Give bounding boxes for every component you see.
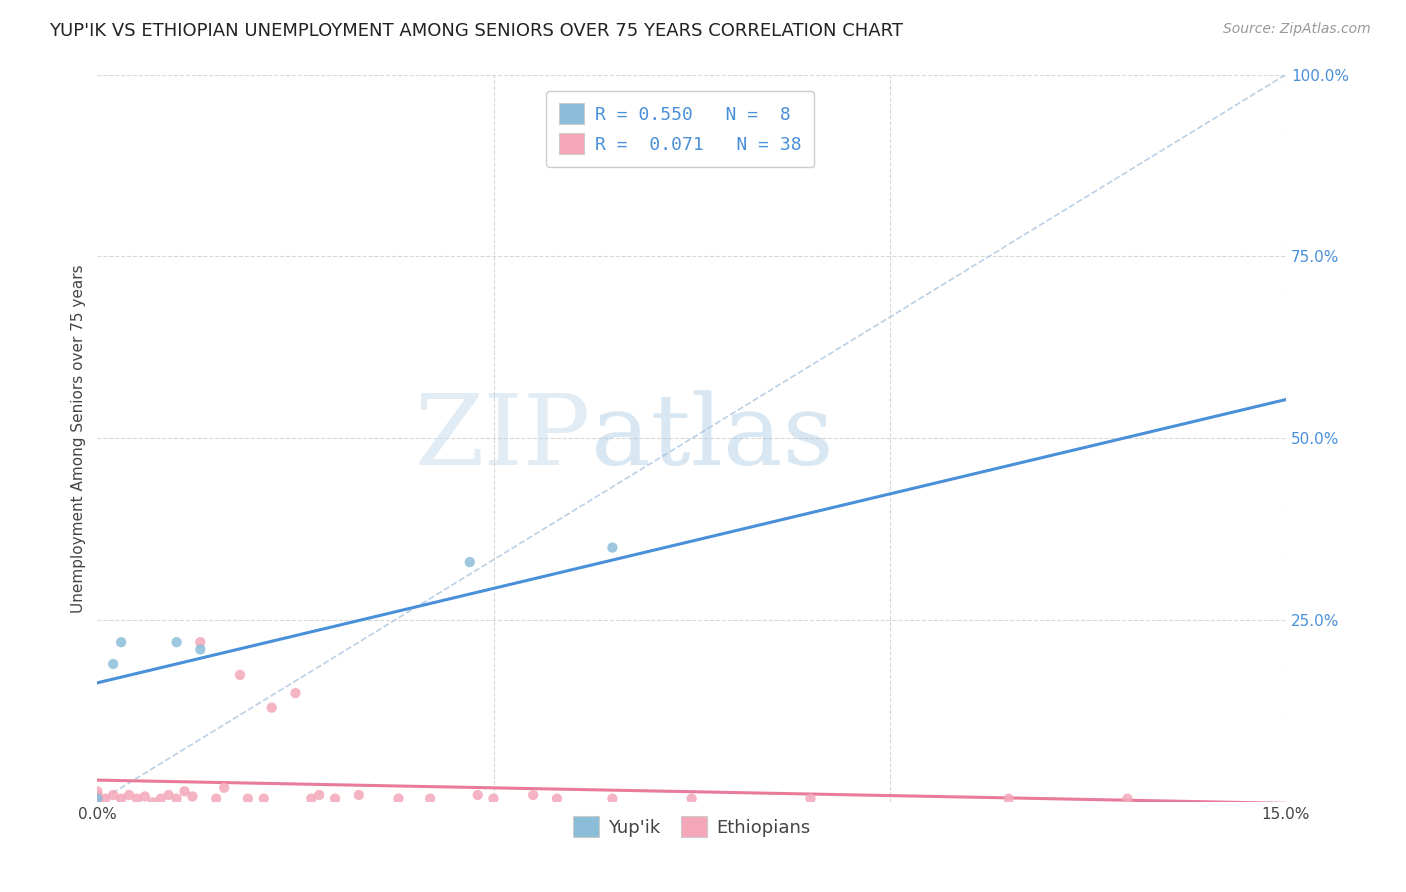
Point (229, 668, 252, 682)
Point (482, 791, 505, 805)
Point (1116, 791, 1139, 805)
Point (157, 788, 180, 802)
Text: Source: ZipAtlas.com: Source: ZipAtlas.com (1223, 22, 1371, 37)
Point (323, 791, 346, 805)
Point (458, 555, 481, 569)
Point (173, 784, 195, 798)
Point (284, 686, 307, 700)
Text: atlas: atlas (591, 391, 834, 486)
Point (236, 791, 259, 805)
Point (467, 788, 489, 802)
Point (253, 791, 276, 805)
Point (602, 791, 624, 805)
Point (125, 791, 148, 805)
Y-axis label: Unemployment Among Seniors over 75 years: Unemployment Among Seniors over 75 years (72, 264, 86, 613)
Point (205, 791, 228, 805)
Text: ZIP: ZIP (415, 391, 591, 486)
Point (103, 788, 125, 802)
Point (190, 635, 212, 649)
Point (149, 791, 172, 805)
Point (86, 791, 108, 805)
Point (110, 791, 132, 805)
Point (299, 791, 322, 805)
Point (86, 788, 108, 802)
Point (110, 635, 132, 649)
Point (387, 791, 409, 805)
Point (602, 541, 624, 555)
Point (546, 791, 568, 805)
Point (522, 788, 544, 802)
Point (308, 788, 330, 802)
Point (997, 791, 1019, 805)
Point (260, 700, 283, 714)
Legend: Yup'ik, Ethiopians: Yup'ik, Ethiopians (567, 809, 817, 844)
Point (94, 791, 117, 805)
Point (166, 791, 188, 805)
Point (419, 791, 441, 805)
Point (86, 784, 108, 798)
Point (681, 791, 703, 805)
Text: YUP'IK VS ETHIOPIAN UNEMPLOYMENT AMONG SENIORS OVER 75 YEARS CORRELATION CHART: YUP'IK VS ETHIOPIAN UNEMPLOYMENT AMONG S… (49, 22, 903, 40)
Point (799, 791, 821, 805)
Point (118, 788, 141, 802)
Point (86, 791, 108, 805)
Point (103, 657, 125, 671)
Point (142, 795, 165, 809)
Point (181, 789, 204, 804)
Point (190, 642, 212, 657)
Point (212, 780, 235, 795)
Point (166, 635, 188, 649)
Point (347, 788, 370, 802)
Point (134, 789, 156, 804)
